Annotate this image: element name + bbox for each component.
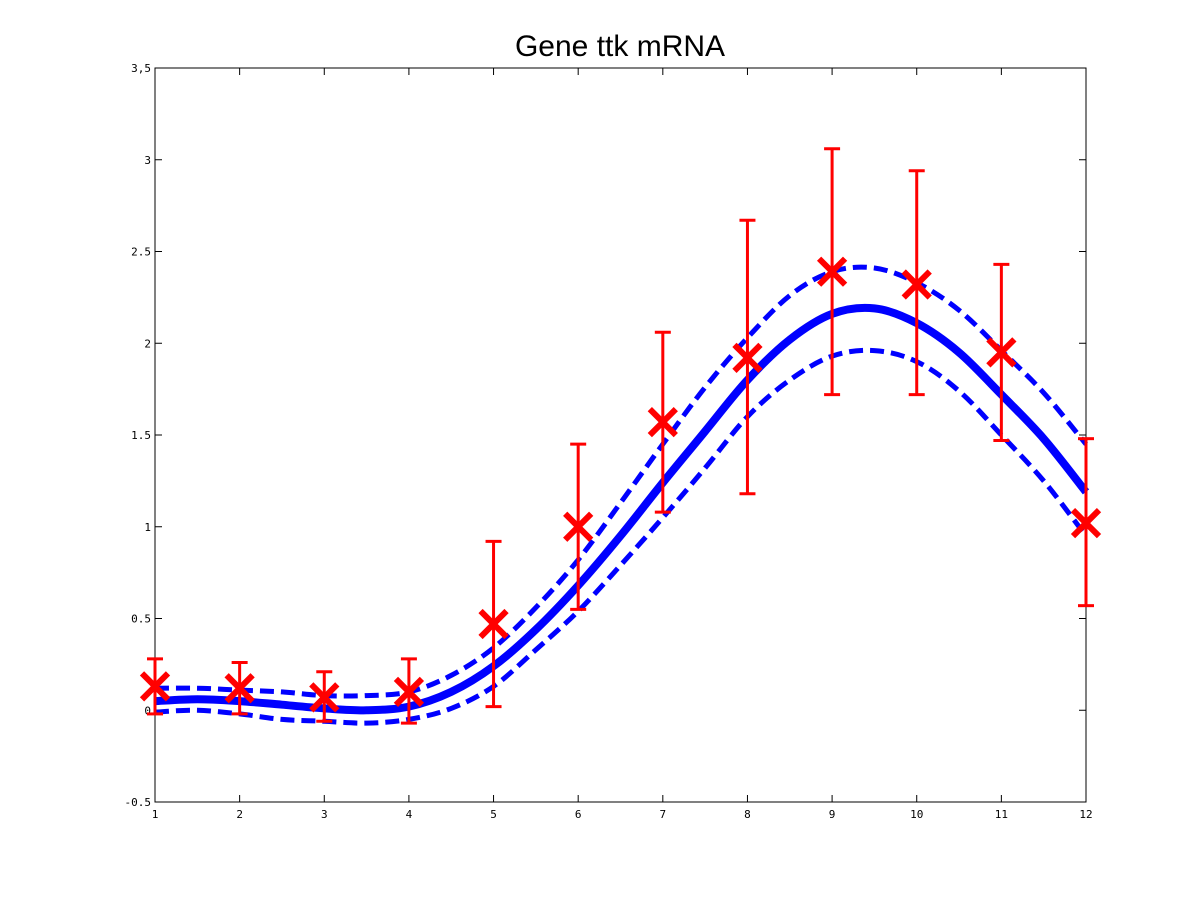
y-tick-label: 3,5 (131, 62, 151, 75)
observation-point (478, 539, 509, 709)
x-tick-label: 3 (321, 808, 328, 821)
y-tick-label: -0.5 (125, 796, 152, 809)
x-tick-label: 9 (829, 808, 836, 821)
series-line-upper-bound (154, 264, 1088, 699)
x-tick-label: 6 (575, 808, 582, 821)
x-marker-stroke-b (901, 269, 932, 300)
series-line-lower-bound (154, 347, 1088, 726)
x-marker-stroke-b (986, 337, 1017, 368)
x-marker-stroke-b (647, 407, 678, 438)
x-tick-label: 5 (490, 808, 497, 821)
observation-point (139, 657, 171, 716)
x-marker-stroke-b (478, 608, 509, 640)
x-tick-label: 7 (660, 808, 667, 821)
observation-point (732, 218, 763, 496)
x-marker-stroke-b (1070, 507, 1102, 539)
y-tick-label: 0.5 (131, 613, 151, 626)
x-tick-label: 1 (152, 808, 159, 821)
observation-point (986, 262, 1017, 443)
x-marker-stroke-b (224, 673, 255, 704)
x-tick-label: 8 (744, 808, 751, 821)
observation-point (309, 670, 340, 723)
y-tick-label: 3 (144, 154, 151, 167)
x-tick-label: 12 (1079, 808, 1092, 821)
observation-point (563, 442, 594, 611)
x-tick-label: 2 (236, 808, 243, 821)
y-tick-label: 2.5 (131, 246, 151, 259)
x-tick-label: 4 (406, 808, 413, 821)
observation-point (1070, 437, 1102, 608)
observation-point (816, 147, 848, 397)
x-marker-stroke-b (393, 676, 425, 708)
x-axis: 1 2 3 4 5 6 7 8 9 10 11 12 (152, 68, 1093, 821)
y-tick-label: 2 (144, 337, 151, 350)
x-marker-stroke-b (732, 342, 763, 374)
observation-point (647, 330, 678, 514)
observation-point (224, 661, 255, 716)
y-tick-label: 1 (144, 521, 151, 534)
x-marker-stroke-b (139, 671, 171, 702)
plot-area-frame (154, 67, 1087, 803)
x-marker-stroke-b (816, 256, 848, 287)
observations-layer (139, 147, 1102, 725)
chart-title: Gene ttk mRNA (515, 30, 725, 63)
y-tick-label: 1.5 (131, 429, 151, 442)
x-marker-stroke-b (309, 682, 340, 713)
x-tick-label: 10 (910, 808, 923, 821)
x-marker-stroke-b (563, 511, 594, 542)
x-tick-label: 11 (995, 808, 1008, 821)
observation-point (901, 169, 932, 397)
y-axis: -0.5 0 0.5 1 1.5 2 2.5 3 3,5 (125, 62, 1086, 809)
y-tick-label: 0 (144, 704, 151, 717)
observation-point (393, 657, 425, 725)
